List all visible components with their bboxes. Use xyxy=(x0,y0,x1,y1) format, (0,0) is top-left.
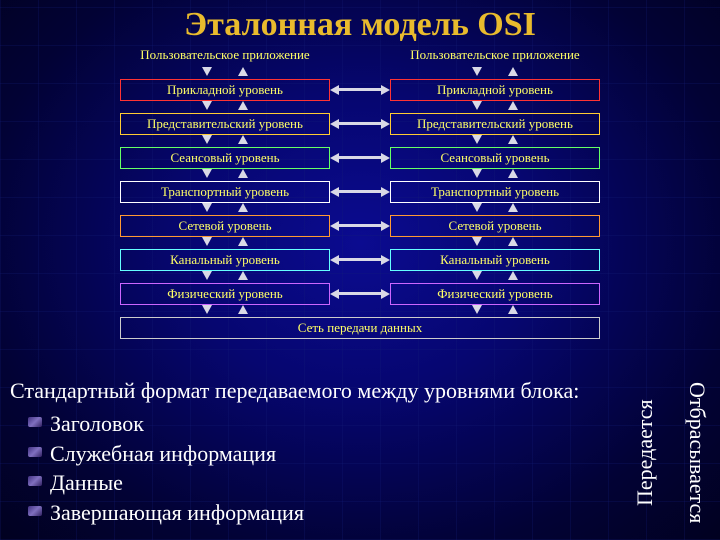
page-title: Эталонная модель OSI xyxy=(0,0,720,44)
bottom-panel: Стандартный формат передаваемого между у… xyxy=(10,377,710,529)
vertical-arrow xyxy=(202,169,248,181)
vertical-arrow xyxy=(472,135,518,147)
vertical-arrow xyxy=(202,101,248,113)
horizontal-arrow xyxy=(330,221,390,231)
vertical-arrow xyxy=(472,237,518,249)
vertical-arrow xyxy=(472,67,518,79)
vertical-arrow xyxy=(472,271,518,283)
label-transmitted: Передается xyxy=(632,378,658,528)
block-format: Стандартный формат передаваемого между у… xyxy=(10,377,606,529)
format-header: Стандартный формат передаваемого между у… xyxy=(10,377,606,405)
vertical-arrow xyxy=(202,237,248,249)
format-item: Завершающая информация xyxy=(28,499,606,527)
horizontal-arrow xyxy=(330,153,390,163)
vertical-arrow xyxy=(202,305,248,317)
layer-box: Транспортный уровень xyxy=(120,181,330,203)
horizontal-arrow xyxy=(330,187,390,197)
layer-box: Прикладной уровень xyxy=(390,79,600,101)
vertical-arrow xyxy=(202,67,248,79)
format-item: Служебная информация xyxy=(28,440,606,468)
layer-box: Сеансовый уровень xyxy=(390,147,600,169)
format-item: Заголовок xyxy=(28,410,606,438)
vertical-arrow xyxy=(202,271,248,283)
layer-box: Сеансовый уровень xyxy=(120,147,330,169)
vertical-arrow xyxy=(202,203,248,215)
vertical-arrow xyxy=(472,169,518,181)
osi-stack-right: Пользовательское приложение Прикладной ур… xyxy=(390,48,600,317)
layer-box: Канальный уровень xyxy=(120,249,330,271)
vertical-arrow xyxy=(202,135,248,147)
horizontal-arrow xyxy=(330,85,390,95)
horizontal-arrow xyxy=(330,289,390,299)
layer-box: Сетевой уровень xyxy=(390,215,600,237)
layer-box: Представительский уровень xyxy=(390,113,600,135)
vertical-arrow xyxy=(472,101,518,113)
layer-box: Прикладной уровень xyxy=(120,79,330,101)
layer-box: Представительский уровень xyxy=(120,113,330,135)
layer-box: Физический уровень xyxy=(120,283,330,305)
layer-box: Канальный уровень xyxy=(390,249,600,271)
network-layer-box: Сеть передачи данных xyxy=(120,317,600,339)
format-item: Данные xyxy=(28,469,606,497)
vertical-arrow xyxy=(472,203,518,215)
horizontal-arrow xyxy=(330,119,390,129)
user-app-label: Пользовательское приложение xyxy=(410,48,579,63)
horizontal-arrow xyxy=(330,255,390,265)
label-discarded: Отбрасывается xyxy=(684,378,710,528)
osi-stack-left: Пользовательское приложение Прикладной ур… xyxy=(120,48,330,317)
layer-box: Транспортный уровень xyxy=(390,181,600,203)
user-app-label: Пользовательское приложение xyxy=(140,48,309,63)
layer-box: Физический уровень xyxy=(390,283,600,305)
layer-box: Сетевой уровень xyxy=(120,215,330,237)
vertical-arrow xyxy=(472,305,518,317)
